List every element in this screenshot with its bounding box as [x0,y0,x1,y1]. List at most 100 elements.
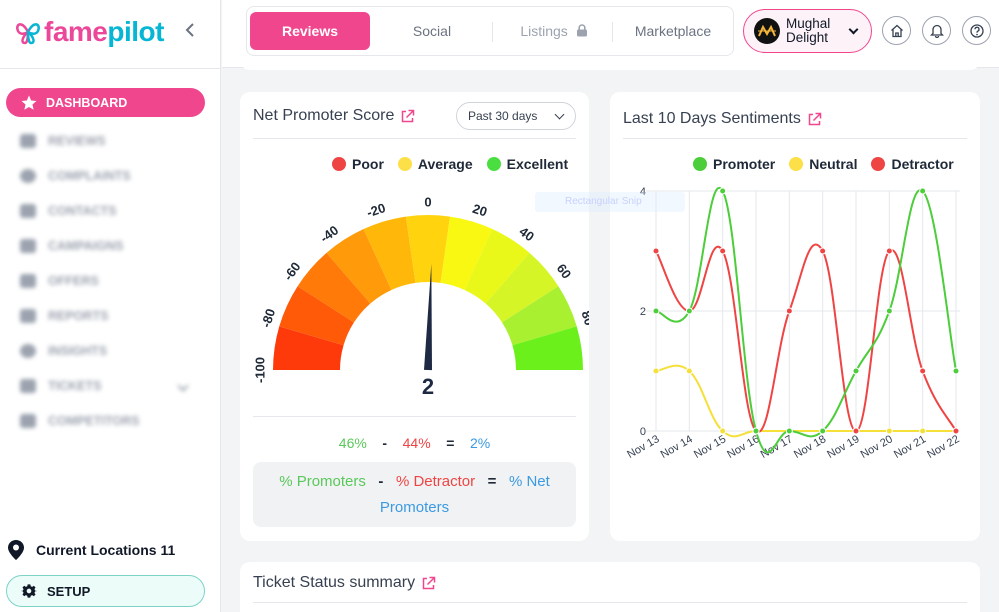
external-link-icon[interactable] [400,109,415,124]
sidebar-item-insights[interactable]: INSIGHTS [6,333,205,368]
famepilot-logo[interactable]: famepilot [14,16,164,48]
sidebar-item-label: CONTACTS [48,203,117,218]
collapse-sidebar-button[interactable] [181,20,199,42]
butterfly-logo-icon [16,23,40,45]
sidebar-item-label: COMPLAINTS [48,168,131,183]
tab-label: Listings [520,23,568,39]
data-point-detractor[interactable] [819,247,827,255]
tab-reviews[interactable]: Reviews [250,12,370,50]
period-select[interactable]: Past 30 days [456,102,576,130]
data-point-neutral[interactable] [919,427,927,435]
external-link-icon[interactable] [421,576,436,591]
home-button[interactable] [882,16,911,45]
tab-social[interactable]: Social [372,12,492,50]
x-tick-label: Nov 15 [692,433,728,461]
data-point-promoter[interactable] [852,367,860,375]
current-locations[interactable]: Current Locations 11 [8,540,175,560]
gauge-needle [424,264,432,371]
card-divider [623,138,967,139]
business-selector[interactable]: Mughal Delight [743,9,872,53]
data-point-promoter[interactable] [685,307,693,315]
legend-item-promoter: Promoter [693,156,775,172]
legend-dot [871,157,886,171]
sidebar-item-contacts[interactable]: CONTACTS [6,193,205,228]
data-point-promoter[interactable] [785,427,793,435]
nps-card: Net Promoter Score Past 30 days Poor Ave… [240,92,589,541]
data-point-detractor[interactable] [885,247,893,255]
tab-listings[interactable]: Listings [494,12,614,50]
data-point-promoter[interactable] [719,187,727,195]
setup-button[interactable]: SETUP [6,575,205,607]
sidebar-item-label: TICKETS [48,378,102,393]
sentiment-legend: Promoter Neutral Detractor [693,156,954,172]
external-link-icon[interactable] [807,112,822,127]
sidebar-item-reports[interactable]: REPORTS [6,298,205,333]
notifications-button[interactable] [922,16,951,45]
data-point-promoter[interactable] [919,187,927,195]
gauge-tick-label: 60 [554,261,575,282]
gauge-segment [485,252,559,323]
top-bar: Reviews Social Listings Marketplace Mugh… [222,0,999,68]
detractor-label: % Detractor [395,473,476,490]
sidebar-item-competitors[interactable]: COMPETITORS [6,403,205,438]
data-point-detractor[interactable] [852,427,860,435]
sentiment-title-text: Last 10 Days Sentiments [623,110,801,127]
ghost-tooltip: Rectangular Snip [535,192,685,212]
legend-label: Excellent [506,156,569,172]
insights-icon [20,343,36,358]
data-point-detractor[interactable] [652,247,660,255]
data-point-promoter[interactable] [885,307,893,315]
series-line-promoter [655,186,957,454]
legend-label: Average [417,156,473,172]
gauge-tick-label: -80 [258,307,278,330]
data-point-neutral[interactable] [719,427,727,435]
sidebar-item-label: CAMPAIGNS [48,238,124,253]
legend-dot [693,157,707,171]
gauge-tick-label: 20 [471,201,489,220]
chevron-left-icon [185,23,194,37]
gauge-tick-label: -20 [365,200,388,220]
data-point-promoter[interactable] [952,367,960,375]
data-point-promoter[interactable] [752,427,760,435]
business-name-line1: Mughal [786,16,831,31]
data-point-neutral[interactable] [685,367,693,375]
business-logo-icon [758,24,776,37]
gauge-segment [405,215,451,283]
y-tick-label: 4 [640,186,646,198]
lock-icon [576,24,587,37]
data-point-promoter[interactable] [652,307,660,315]
data-point-detractor[interactable] [785,307,793,315]
reviews-icon [20,133,36,148]
data-point-detractor[interactable] [919,367,927,375]
sentiment-card-title: Last 10 Days Sentiments [623,110,822,128]
data-point-detractor[interactable] [719,247,727,255]
gauge-segment [326,229,392,304]
x-tick-label: Nov 17 [759,433,795,461]
data-point-neutral[interactable] [652,367,660,375]
x-tick-label: Nov 16 [725,433,761,461]
sidebar-item-complaints[interactable]: COMPLAINTS [6,158,205,193]
tab-marketplace[interactable]: Marketplace [613,12,733,50]
tickets-icon [20,378,36,393]
data-point-promoter[interactable] [819,427,827,435]
tab-label: Reviews [281,23,339,39]
sidebar-item-offers[interactable]: OFFERS [6,263,205,298]
help-button[interactable] [962,16,991,45]
net-value: 2% [469,435,491,451]
net-promoters-label: % Net Promoters [379,473,550,516]
question-mark-icon [969,23,984,38]
trophy-icon [20,413,36,428]
sidebar-item-reviews[interactable]: REVIEWS [6,123,205,158]
sidebar-item-tickets[interactable]: TICKETS [6,368,205,403]
sidebar-item-label: COMPETITORS [48,413,140,428]
data-point-detractor[interactable] [952,427,960,435]
data-point-neutral[interactable] [885,427,893,435]
card-divider [253,416,576,417]
sidebar-item-label: OFFERS [48,273,99,288]
sidebar-item-campaigns[interactable]: CAMPAIGNS [6,228,205,263]
gear-icon [21,584,37,598]
business-avatar [754,18,780,44]
gauge-segment [363,216,416,290]
sidebar-item-dashboard[interactable]: DASHBOARD [6,88,205,117]
x-tick-label: Nov 18 [792,433,828,461]
